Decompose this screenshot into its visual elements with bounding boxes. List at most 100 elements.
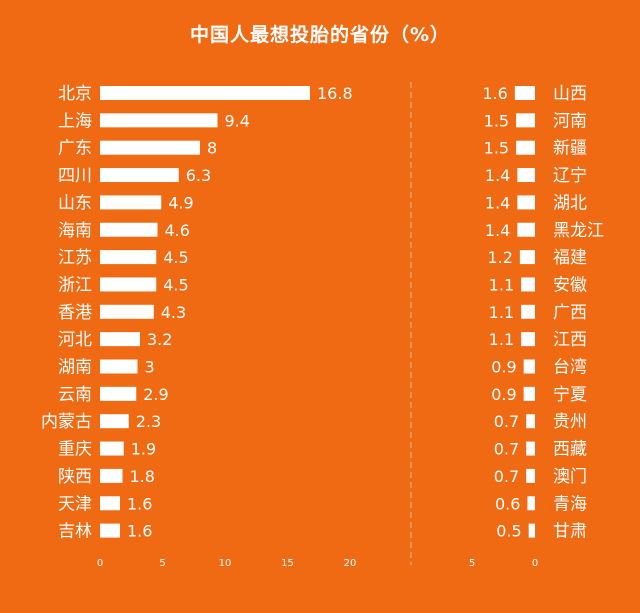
category-label: 青海 [553, 494, 587, 514]
value-label: 4.9 [168, 193, 193, 212]
category-label: 福建 [553, 248, 587, 268]
value-label: 4.3 [161, 303, 186, 322]
value-label: 4.5 [163, 248, 188, 267]
value-label: 1.8 [130, 467, 155, 486]
category-label: 河南 [553, 111, 587, 131]
category-label: 重庆 [58, 440, 92, 460]
category-label: 湖北 [553, 193, 587, 213]
bar [528, 523, 535, 538]
bar [100, 168, 179, 183]
bar [516, 140, 535, 155]
left-bar-panel: 北京 16.8 上海 9.4 广东 8 四川 6.3 山东 4.9 海南 4.6 江苏 4.5 浙江 4.5 香… [41, 84, 356, 569]
value-label: 1.1 [489, 275, 514, 294]
right-bar-panel: 1.6 山西 1.5 河南 1.5 新疆 1.4 辽宁 1.4 湖北 1.4 黑龙江 1.2 福建 1.1 安… [469, 84, 604, 569]
bar [517, 168, 535, 183]
x-tick-label: 5 [469, 558, 475, 569]
value-label: 2.3 [136, 412, 161, 431]
category-label: 内蒙古 [41, 412, 92, 432]
category-label: 甘肃 [553, 522, 587, 542]
category-label: 四川 [58, 166, 92, 186]
bar [521, 277, 535, 292]
value-label: 1.5 [484, 139, 509, 158]
bar [100, 332, 140, 347]
bar [521, 304, 535, 319]
value-label: 4.6 [165, 221, 190, 240]
value-label: 0.9 [491, 385, 516, 404]
bar [100, 195, 162, 210]
category-label: 湖南 [58, 358, 92, 378]
category-label: 贵州 [553, 412, 587, 432]
bar [521, 332, 535, 347]
bar [517, 222, 535, 237]
category-label: 澳门 [553, 467, 587, 487]
value-label: 16.8 [317, 84, 353, 103]
bar [527, 496, 535, 511]
category-label: 新疆 [553, 139, 587, 159]
value-label: 1.9 [131, 440, 156, 459]
category-label: 广西 [553, 303, 587, 323]
bar [519, 250, 535, 265]
value-label: 3.2 [147, 330, 172, 349]
value-label: 0.5 [496, 522, 521, 541]
category-label: 台湾 [553, 358, 587, 378]
bar [100, 277, 157, 292]
value-label: 0.9 [491, 358, 516, 377]
category-label: 天津 [58, 494, 92, 514]
category-label: 香港 [58, 303, 92, 323]
category-label: 宁夏 [553, 385, 587, 405]
category-label: 山东 [58, 193, 92, 213]
bar [526, 441, 535, 456]
value-label: 4.5 [163, 275, 188, 294]
category-label: 陕西 [58, 467, 92, 487]
value-label: 0.6 [495, 494, 520, 513]
bar [100, 304, 154, 319]
category-label: 广东 [58, 139, 92, 159]
x-tick-label: 10 [219, 558, 232, 569]
bar [100, 359, 138, 374]
category-label: 北京 [58, 84, 92, 104]
value-label: 1.4 [485, 221, 510, 240]
bar [100, 468, 123, 483]
chart-title: 中国人最想投胎的省份（%） [189, 24, 451, 46]
bar [100, 441, 124, 456]
value-label: 1.2 [487, 248, 512, 267]
bar [100, 523, 120, 538]
category-label: 江西 [553, 330, 587, 350]
value-label: 1.1 [489, 303, 514, 322]
bar [100, 222, 158, 237]
value-label: 9.4 [225, 111, 250, 130]
value-label: 1.4 [485, 193, 510, 212]
bar [100, 86, 310, 100]
bar [100, 496, 120, 511]
x-tick-label: 0 [532, 558, 538, 569]
bar [516, 113, 535, 128]
value-label: 1.4 [485, 166, 510, 185]
category-label: 辽宁 [553, 166, 587, 186]
category-label: 海南 [58, 221, 92, 241]
value-label: 2.9 [143, 385, 168, 404]
bar [526, 468, 535, 483]
bar [100, 250, 157, 265]
value-label: 0.7 [494, 412, 519, 431]
category-label: 吉林 [58, 522, 92, 542]
category-label: 西藏 [553, 440, 587, 460]
category-label: 云南 [58, 385, 92, 405]
value-label: 1.6 [127, 494, 152, 513]
bar [100, 113, 218, 128]
value-label: 1.1 [489, 330, 514, 349]
bar [523, 386, 535, 401]
x-tick-label: 20 [344, 558, 357, 569]
category-label: 浙江 [58, 275, 92, 295]
value-label: 1.5 [484, 111, 509, 130]
bar [100, 414, 129, 429]
bar [517, 195, 535, 210]
category-label: 黑龙江 [553, 221, 604, 241]
value-label: 1.6 [127, 522, 152, 541]
bar [523, 359, 535, 374]
value-label: 0.7 [494, 440, 519, 459]
value-label: 8 [207, 139, 217, 158]
category-label: 江苏 [58, 248, 92, 268]
bar [514, 86, 535, 100]
value-label: 3 [145, 358, 155, 377]
